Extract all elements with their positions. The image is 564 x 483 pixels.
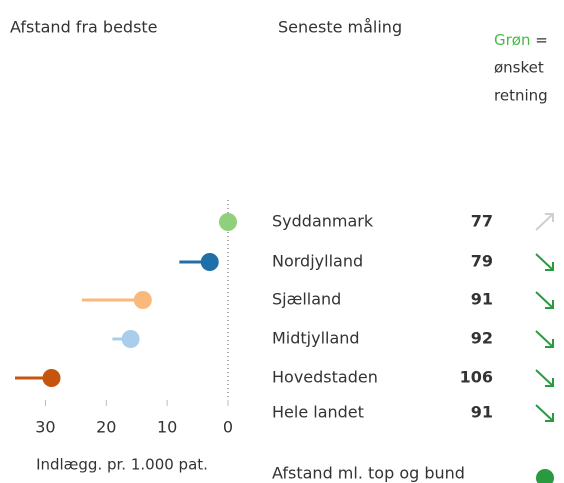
dot <box>219 213 237 231</box>
footer-dot <box>536 469 554 483</box>
table-title: Seneste måling <box>278 18 402 37</box>
trend-arrow <box>535 369 554 387</box>
note-rest: = <box>535 31 548 49</box>
x-tick-label: 20 <box>96 418 116 437</box>
region-label: Syddanmark <box>272 212 374 231</box>
dot <box>42 369 61 387</box>
dot <box>133 291 152 309</box>
latest-value: 91 <box>471 403 493 422</box>
trend-arrow <box>535 291 554 309</box>
x-axis-label: Indlægg. pr. 1.000 pat. <box>36 456 208 474</box>
x-tick-label: 0 <box>223 418 233 437</box>
latest-value: 91 <box>471 290 493 309</box>
note-line: Grøn = <box>494 31 548 49</box>
x-tick-label: 30 <box>35 418 55 437</box>
dot <box>200 253 219 271</box>
trend-arrow-head <box>545 213 554 222</box>
trend-arrow <box>535 330 554 348</box>
latest-value: 79 <box>471 252 493 271</box>
trend-arrow <box>535 404 554 422</box>
trend-arrow <box>535 213 554 231</box>
trend-arrow-head <box>545 413 554 422</box>
trend-arrow-head <box>545 339 554 348</box>
note-line: ønsket <box>494 59 544 77</box>
trend-arrow-head <box>545 378 554 387</box>
chart-title: Afstand fra bedste <box>10 18 158 37</box>
trend-arrow-head <box>545 262 554 271</box>
latest-value: 92 <box>471 329 493 348</box>
x-tick-label: 10 <box>157 418 177 437</box>
footer-label: Afstand ml. top og bund <box>272 464 465 483</box>
trend-arrow-head <box>545 300 554 309</box>
note-line: retning <box>494 87 548 105</box>
region-label: Hovedstaden <box>272 368 378 387</box>
region-label: Hele landet <box>272 403 364 422</box>
note-highlight: Grøn <box>494 31 530 49</box>
latest-value: 77 <box>471 212 493 231</box>
region-label: Sjælland <box>272 290 341 309</box>
trend-arrow <box>535 253 554 271</box>
region-label: Midtjylland <box>272 329 360 348</box>
dot <box>121 330 140 348</box>
latest-value: 106 <box>460 368 493 387</box>
region-label: Nordjylland <box>272 252 363 271</box>
